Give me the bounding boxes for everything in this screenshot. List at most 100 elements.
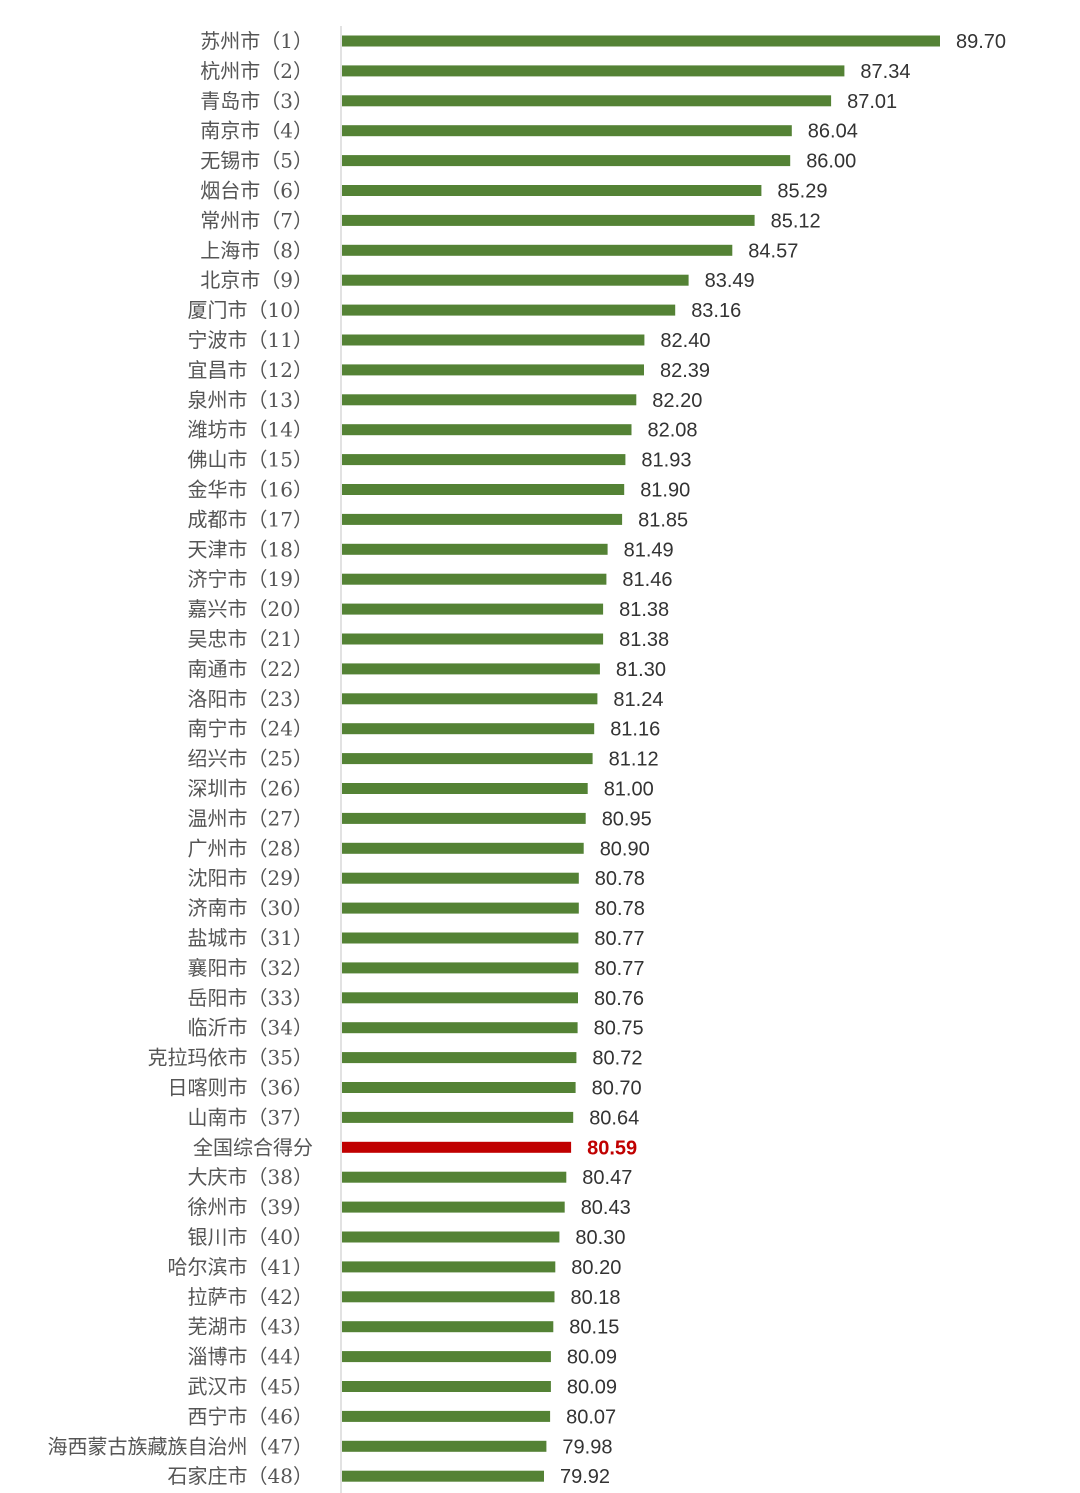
- bar: [342, 1231, 560, 1243]
- bar: [342, 484, 625, 495]
- bar: [342, 573, 607, 585]
- category-label: 烟台市（6）: [200, 179, 313, 203]
- value-label: 82.40: [660, 330, 710, 352]
- value-label: 84.57: [748, 240, 798, 262]
- bar: [342, 334, 645, 346]
- bar: [342, 1321, 554, 1333]
- value-label: 80.64: [589, 1107, 639, 1129]
- bar: [342, 543, 608, 555]
- bar: [342, 35, 940, 47]
- category-label: 南宁市（24）: [188, 717, 313, 741]
- bar: [342, 185, 762, 196]
- category-label: 常州市（7）: [200, 208, 313, 232]
- bar: [342, 1052, 577, 1064]
- bar: [342, 274, 689, 286]
- category-label: 嘉兴市（20）: [188, 597, 313, 621]
- category-label: 济南市（30）: [188, 896, 313, 920]
- value-label: 80.76: [594, 988, 644, 1010]
- value-label: 83.16: [691, 300, 741, 322]
- bar: [342, 1410, 551, 1422]
- bar: [342, 513, 623, 525]
- bar: [342, 1470, 544, 1482]
- value-label: 80.15: [569, 1317, 619, 1339]
- category-label: 潍坊市（14）: [188, 418, 313, 442]
- category-label: 无锡市（5）: [200, 149, 313, 173]
- value-label: 80.72: [592, 1048, 642, 1070]
- value-label: 81.85: [638, 509, 688, 531]
- bar: [342, 95, 832, 107]
- value-label: 80.70: [592, 1078, 642, 1100]
- category-label: 金华市（16）: [188, 478, 313, 502]
- value-label: 81.38: [619, 599, 669, 621]
- bar: [342, 244, 733, 256]
- value-label: 81.49: [624, 539, 674, 561]
- category-label: 石家庄市（48）: [168, 1464, 313, 1488]
- bar: [342, 1171, 567, 1183]
- value-label: 82.08: [648, 420, 698, 442]
- category-label: 佛山市（15）: [188, 448, 313, 472]
- category-label: 宁波市（11）: [188, 328, 313, 352]
- category-label: 克拉玛依市（35）: [148, 1046, 313, 1070]
- bar: [342, 842, 584, 854]
- category-label: 沈阳市（29）: [188, 866, 313, 890]
- category-label: 杭州市（2）: [200, 59, 313, 83]
- bar: [342, 783, 588, 794]
- value-label: 80.59: [587, 1137, 637, 1159]
- value-label: 80.77: [594, 958, 644, 980]
- bar: [342, 394, 637, 406]
- value-label: 81.46: [622, 569, 672, 591]
- value-label: 80.09: [567, 1347, 617, 1369]
- value-label: 80.75: [594, 1018, 644, 1040]
- value-label: 81.93: [641, 450, 691, 472]
- value-label: 80.78: [595, 868, 645, 890]
- value-label: 87.01: [847, 91, 897, 113]
- value-labels-layer: 89.70 87.34 87.01 86.04 86.00 85.29 85.12 84.57…: [560, 31, 1006, 1488]
- value-label: 80.30: [575, 1227, 625, 1249]
- value-label: 81.00: [604, 779, 654, 801]
- value-label: 80.09: [567, 1377, 617, 1399]
- value-label: 82.20: [652, 390, 702, 412]
- bar: [342, 1261, 556, 1273]
- category-label: 拉萨市（42）: [188, 1285, 313, 1309]
- category-label: 淄博市（44）: [188, 1345, 313, 1369]
- value-label: 81.12: [609, 749, 659, 771]
- value-label: 80.07: [566, 1406, 616, 1428]
- value-label: 86.04: [808, 121, 858, 143]
- value-label: 86.00: [806, 151, 856, 173]
- bar: [342, 1111, 574, 1123]
- bar: [342, 454, 626, 466]
- value-label: 79.92: [560, 1466, 610, 1488]
- category-label: 临沂市（34）: [188, 1016, 313, 1040]
- bar-national-score: [342, 1141, 572, 1153]
- category-label: 深圳市（26）: [188, 777, 313, 801]
- bar: [342, 932, 579, 944]
- value-label: 80.43: [581, 1197, 631, 1219]
- category-label: 南京市（4）: [200, 119, 313, 143]
- category-label: 西宁市（46）: [188, 1404, 313, 1428]
- value-label: 80.78: [595, 898, 645, 920]
- category-label: 广州市（28）: [188, 836, 313, 860]
- bar: [342, 364, 644, 376]
- value-label: 83.49: [705, 270, 755, 292]
- bar: [342, 214, 755, 226]
- bar: [342, 1351, 551, 1363]
- value-label: 80.77: [594, 928, 644, 950]
- category-label: 天津市（18）: [188, 537, 313, 561]
- value-label: 81.24: [613, 689, 663, 711]
- bar: [342, 1022, 578, 1034]
- category-label: 温州市（27）: [188, 806, 313, 830]
- category-label: 济宁市（19）: [188, 567, 313, 591]
- category-label: 全国综合得分: [193, 1135, 313, 1159]
- value-label: 82.39: [660, 360, 710, 382]
- bar: [342, 723, 595, 735]
- category-label: 襄阳市（32）: [188, 956, 313, 980]
- category-label: 岳阳市（33）: [188, 986, 313, 1010]
- category-label: 绍兴市（25）: [188, 747, 313, 771]
- category-label: 上海市（8）: [200, 238, 313, 262]
- category-label: 银川市（40）: [188, 1225, 313, 1249]
- bar: [342, 812, 586, 824]
- value-label: 89.70: [956, 31, 1006, 53]
- category-label: 青岛市（3）: [200, 89, 313, 113]
- category-label: 泉州市（13）: [188, 388, 313, 412]
- category-label: 北京市（9）: [200, 268, 313, 292]
